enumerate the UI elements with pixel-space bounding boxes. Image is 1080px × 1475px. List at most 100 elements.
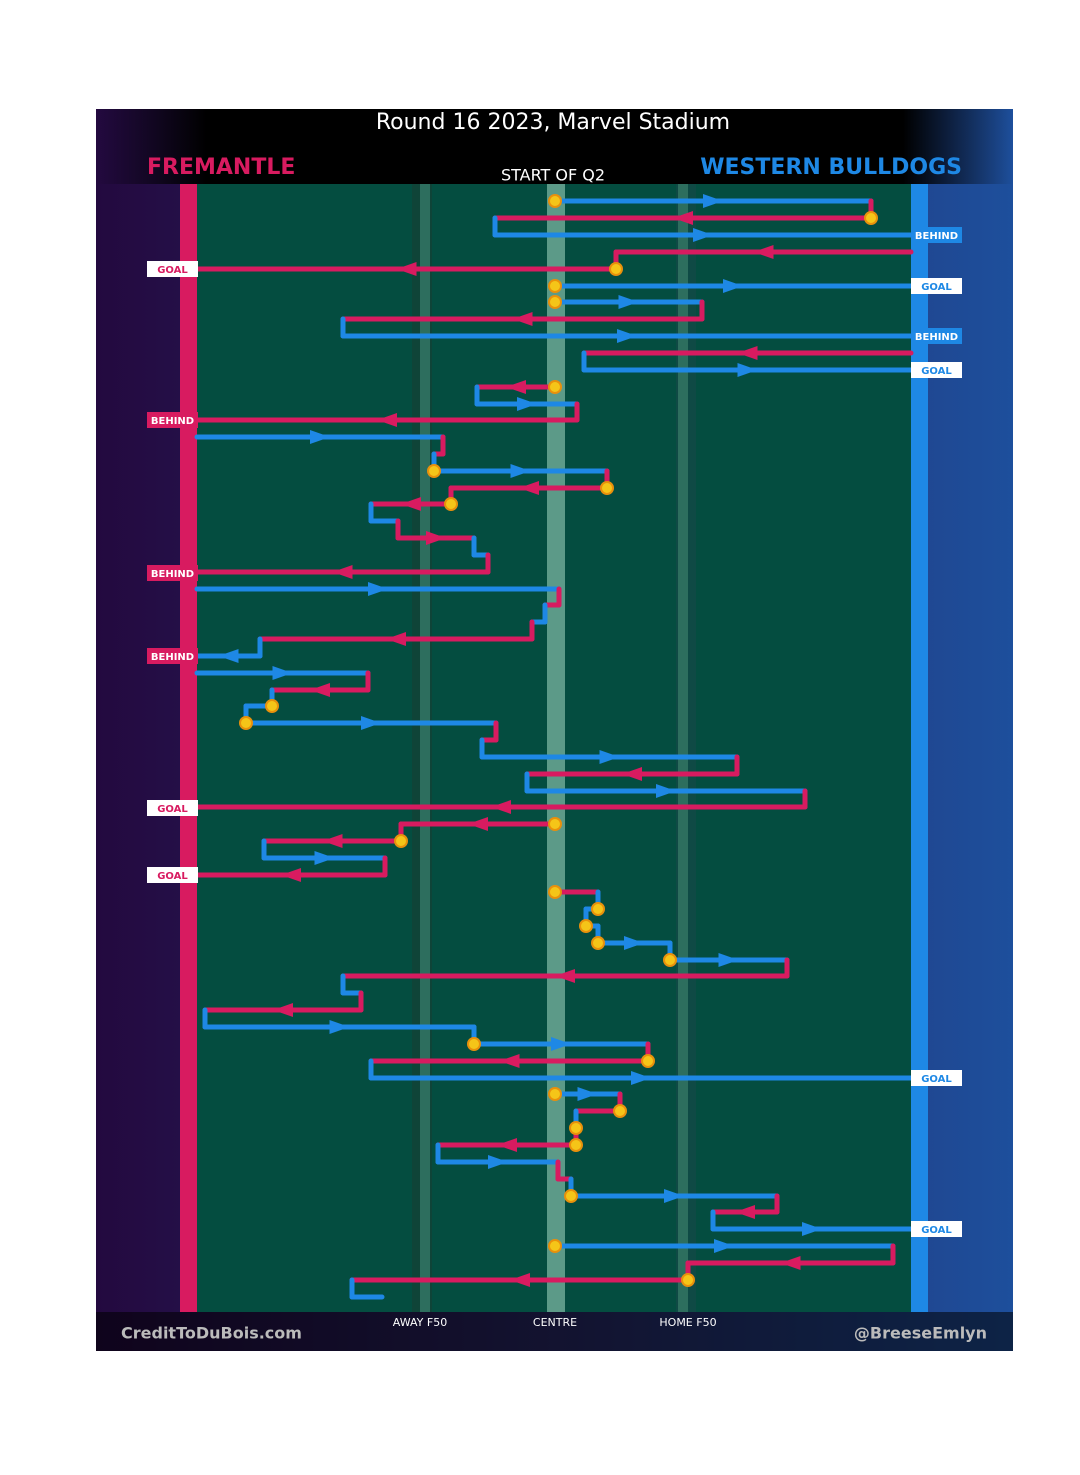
arrow xyxy=(617,329,637,343)
arrow xyxy=(737,363,758,377)
stoppage-dot xyxy=(641,1054,655,1068)
arrow xyxy=(310,683,330,697)
stoppage-dot xyxy=(864,211,878,225)
outcome-box xyxy=(911,1221,962,1237)
stoppage-dot xyxy=(239,716,253,730)
arrow xyxy=(703,194,723,208)
arrow xyxy=(273,1003,293,1017)
footer-left: CreditToDuBois.com xyxy=(121,1324,302,1343)
stoppage-dot xyxy=(569,1138,583,1152)
arrow xyxy=(802,1222,822,1236)
outcome-label: GOAL xyxy=(921,366,952,377)
outcome-box xyxy=(147,565,198,581)
arrow xyxy=(377,413,397,427)
outcome-label: GOAL xyxy=(921,1225,952,1236)
arrow xyxy=(631,1071,651,1085)
arrow xyxy=(272,666,293,680)
outcome-label: GOAL xyxy=(921,1074,952,1085)
outcome-label: GOAL xyxy=(157,265,188,276)
stoppage-dot xyxy=(467,1037,481,1051)
title: Round 16 2023, Marvel Stadium xyxy=(376,110,730,135)
centre-line xyxy=(547,184,565,1312)
right-goal-bar xyxy=(911,184,928,1312)
team-right: WESTERN BULLDOGS xyxy=(700,155,962,180)
arrow xyxy=(551,1037,571,1051)
arrow xyxy=(510,464,531,478)
arrow xyxy=(737,346,758,360)
arrow xyxy=(517,397,537,411)
arrow xyxy=(468,817,488,831)
subtitle: START OF Q2 xyxy=(501,166,605,185)
outcome-label: BEHIND xyxy=(915,231,958,242)
stoppage-dot xyxy=(548,279,562,293)
arrow xyxy=(673,211,693,225)
left-goal-bar xyxy=(180,184,197,1312)
stoppage-dot xyxy=(591,902,605,916)
arrow xyxy=(329,1020,350,1034)
arrow xyxy=(361,716,381,730)
arrow xyxy=(314,851,335,865)
stoppage-dot xyxy=(265,699,279,713)
arrow xyxy=(780,1256,801,1270)
arrow xyxy=(497,1138,517,1152)
arrow xyxy=(714,1239,734,1253)
outcome-box xyxy=(147,261,198,277)
flows xyxy=(194,194,914,1300)
outcome-box xyxy=(147,867,198,883)
arrow xyxy=(577,1087,598,1101)
stoppage-dot xyxy=(548,380,562,394)
arrow xyxy=(401,497,421,511)
arrow xyxy=(656,784,676,798)
arrow xyxy=(506,380,526,394)
stoppage-dot xyxy=(579,919,593,933)
footer-right: @BreeseEmlyn xyxy=(854,1324,987,1343)
away-f50-line xyxy=(420,184,430,1312)
team-left: FREMANTLE xyxy=(147,155,295,180)
outcome-box xyxy=(147,800,198,816)
stoppage-dot xyxy=(548,295,562,309)
outcome-label: GOAL xyxy=(921,282,952,293)
stoppage-dot xyxy=(548,1239,562,1253)
arrow xyxy=(499,1054,520,1068)
arrow xyxy=(281,868,301,882)
field-label: AWAY F50 xyxy=(393,1316,447,1329)
arrow xyxy=(218,649,239,663)
arrow xyxy=(332,565,353,579)
arrow xyxy=(488,1155,508,1169)
top-band xyxy=(96,109,1013,184)
arrow xyxy=(718,953,739,967)
stoppage-dot xyxy=(548,885,562,899)
arrow xyxy=(386,632,406,646)
stoppage-dot xyxy=(427,464,441,478)
outcome-box xyxy=(147,412,198,428)
arrow xyxy=(555,969,575,983)
outcome-label: BEHIND xyxy=(151,416,194,427)
outcome-box xyxy=(911,278,962,294)
outcomes: BEHIND GOAL GOAL BEHIND GOAL BEHIND BEHIND BEHI… xyxy=(147,227,962,1237)
outcome-box xyxy=(911,328,962,344)
field-label: CENTRE xyxy=(533,1316,577,1329)
stoppage-dot xyxy=(600,481,614,495)
stoppage-dot xyxy=(394,834,408,848)
arrow xyxy=(664,1189,684,1203)
arrow xyxy=(723,279,743,293)
arrow xyxy=(622,767,642,781)
stoppage-dot xyxy=(591,936,605,950)
stoppage-dot xyxy=(548,194,562,208)
field-label: HOME F50 xyxy=(659,1316,716,1329)
stoppage-dot xyxy=(681,1273,695,1287)
outcome-box xyxy=(911,1070,962,1086)
arrow xyxy=(396,262,417,276)
outcome-box xyxy=(147,648,198,664)
stoppage-dot xyxy=(444,497,458,511)
outcome-box xyxy=(911,362,962,378)
arrow xyxy=(310,430,330,444)
stoppage-dot xyxy=(613,1104,627,1118)
stoppage-dot xyxy=(564,1189,578,1203)
arrow xyxy=(693,228,713,242)
arrow xyxy=(599,750,620,764)
arrow xyxy=(753,245,774,259)
stoppage-dot xyxy=(548,817,562,831)
arrow xyxy=(322,834,343,848)
